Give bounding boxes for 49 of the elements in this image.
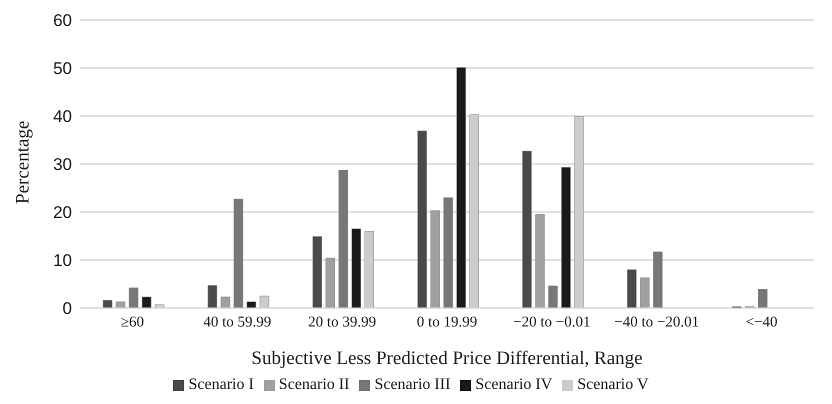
- bar: [417, 130, 427, 308]
- x-tick-label: <−40: [746, 314, 778, 331]
- bar: [535, 214, 545, 308]
- bar: [758, 289, 768, 308]
- legend-label: Scenario III: [374, 376, 450, 393]
- y-tick-label: 0: [62, 299, 72, 318]
- bar: [116, 302, 126, 308]
- legend-label: Scenario II: [278, 376, 350, 393]
- bar: [522, 150, 532, 308]
- bar: [627, 269, 637, 308]
- x-tick-label: −20 to −0.01: [513, 314, 591, 331]
- bar: [456, 67, 466, 308]
- y-tick-label: 20: [53, 203, 72, 222]
- x-tick-label: ≥60: [120, 314, 144, 331]
- y-tick-label: 60: [53, 11, 72, 30]
- legend-label: Scenario I: [188, 376, 254, 393]
- bar: [352, 228, 362, 308]
- x-tick-label: 0 to 19.99: [416, 314, 478, 331]
- bar: [469, 114, 479, 308]
- bar: [312, 236, 322, 308]
- bar: [128, 288, 138, 308]
- bar: [102, 300, 112, 308]
- bar: [574, 116, 584, 308]
- legend-label: Scenario IV: [475, 376, 552, 393]
- y-axis-title: Percentage: [12, 120, 34, 204]
- bar: [220, 296, 230, 308]
- bar: [338, 170, 348, 308]
- bar: [142, 296, 152, 308]
- bar: [246, 302, 256, 308]
- bar: [548, 286, 558, 308]
- bar: [260, 296, 270, 308]
- y-tick-label: 50: [53, 59, 72, 78]
- bar: [234, 198, 244, 308]
- bar: [364, 230, 374, 308]
- bar: [640, 278, 650, 308]
- bar: [430, 210, 440, 308]
- y-tick-label: 40: [53, 107, 72, 126]
- bar: [443, 197, 453, 308]
- x-tick-label: −40 to −20.01: [614, 314, 700, 331]
- bar: [208, 285, 218, 308]
- x-tick-label: 40 to 59.99: [203, 314, 272, 331]
- x-tick-label: 20 to 39.99: [308, 314, 376, 331]
- y-tick-label: 30: [53, 155, 72, 174]
- legend-label: Scenario V: [577, 376, 649, 393]
- y-tick-label: 10: [53, 251, 72, 270]
- bar: [561, 167, 571, 308]
- bar: [326, 258, 336, 308]
- x-axis-title: Subjective Less Predicted Price Differential, Range: [251, 348, 643, 369]
- bar: [653, 252, 663, 308]
